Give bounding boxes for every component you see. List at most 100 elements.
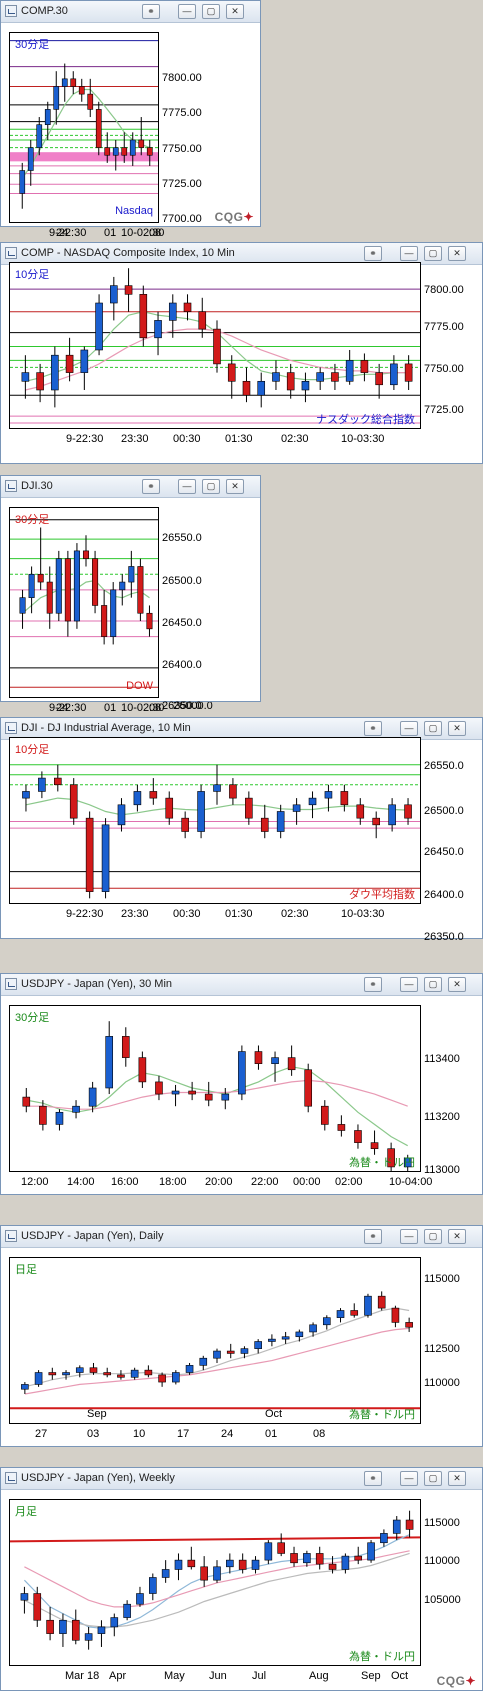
window-titlebar[interactable]: USDJPY - Japan (Yen), 30 Min ⚭ — ▢ ✕ — [1, 974, 482, 996]
y-tick-label: 26550.0 — [162, 532, 202, 544]
minimize-button[interactable]: — — [178, 479, 196, 494]
candle-up — [44, 109, 51, 125]
candle-down — [149, 791, 158, 799]
x-tick-label: Sep — [361, 1670, 381, 1682]
candle-down — [124, 285, 133, 295]
maximize-button[interactable]: ▢ — [424, 1471, 442, 1486]
period-label: 30分足 — [15, 39, 50, 51]
window-titlebar[interactable]: COMP.30 ⚭ — ▢ ✕ — [1, 1, 260, 23]
candle-up — [38, 777, 46, 792]
candle-up — [221, 1093, 230, 1101]
candle-down — [121, 1036, 130, 1058]
link-icon[interactable]: ⚭ — [364, 246, 382, 261]
candle-down — [37, 573, 44, 583]
window-title: DJI - DJ Industrial Average, 10 Min — [21, 722, 191, 734]
moving-average-line — [22, 579, 150, 614]
close-button[interactable]: ✕ — [448, 1471, 466, 1486]
x-tick-label: 00:00 — [293, 1176, 321, 1188]
candlestick-chart — [10, 1291, 420, 1410]
close-button[interactable]: ✕ — [226, 4, 244, 19]
plot-area[interactable] — [9, 507, 159, 698]
maximize-button[interactable]: ▢ — [424, 721, 442, 736]
window-titlebar[interactable]: DJI - DJ Industrial Average, 10 Min ⚭ — ▢ ✕ — [1, 718, 482, 740]
y-tick-label: 110000 — [424, 1555, 460, 1567]
candle-up — [133, 791, 142, 806]
candle-up — [276, 811, 285, 832]
y-tick-label: 7800.00 — [424, 284, 464, 296]
y-tick-label: 26350.0 — [162, 700, 202, 712]
minimize-button[interactable]: — — [178, 4, 196, 19]
minimize-button[interactable]: — — [400, 721, 418, 736]
x-tick-label: 00:30 — [173, 908, 201, 920]
minimize-button[interactable]: — — [400, 977, 418, 992]
candle-up — [136, 1593, 144, 1605]
link-icon[interactable]: ⚭ — [142, 479, 160, 494]
maximize-button[interactable]: ▢ — [424, 977, 442, 992]
candle-up — [21, 372, 30, 382]
candle-up — [130, 1369, 139, 1378]
moving-average-line — [21, 88, 151, 179]
link-icon[interactable]: ⚭ — [142, 4, 160, 19]
link-icon[interactable]: ⚭ — [364, 1471, 382, 1486]
window-titlebar[interactable]: USDJPY - Japan (Yen), Weekly ⚭ — ▢ ✕ — [1, 1468, 482, 1490]
plot-area[interactable] — [9, 1257, 421, 1424]
close-button[interactable]: ✕ — [226, 479, 244, 494]
candle-down — [213, 328, 221, 365]
candle-down — [138, 139, 145, 148]
window-titlebar[interactable]: DJI.30 ⚭ — ▢ ✕ — [1, 476, 260, 498]
plot-area[interactable] — [9, 1499, 421, 1666]
close-button[interactable]: ✕ — [448, 246, 466, 261]
candle-down — [71, 1619, 80, 1641]
x-tick-label: 9-22:30 — [66, 433, 104, 445]
link-icon[interactable]: ⚭ — [364, 977, 382, 992]
candle-down — [33, 1593, 42, 1621]
close-button[interactable]: ✕ — [448, 1229, 466, 1244]
minimize-button[interactable]: — — [400, 1229, 418, 1244]
maximize-button[interactable]: ▢ — [424, 246, 442, 261]
candle-up — [95, 302, 103, 351]
close-button[interactable]: ✕ — [448, 721, 466, 736]
candle-up — [161, 1569, 170, 1578]
x-tick-label: 01:30 — [225, 433, 253, 445]
plot-area[interactable] — [9, 262, 421, 429]
y-tick-label: 112500 — [424, 1343, 460, 1355]
plot-area[interactable] — [9, 737, 421, 904]
x-tick-label: 24 — [56, 227, 69, 239]
y-tick-label: 26450.0 — [162, 617, 202, 629]
y-tick-label: 113400 — [424, 1053, 460, 1065]
candle-up — [110, 285, 118, 304]
link-icon[interactable]: ⚭ — [364, 721, 382, 736]
maximize-button[interactable]: ▢ — [202, 4, 220, 19]
link-icon[interactable]: ⚭ — [364, 1229, 382, 1244]
plot-area[interactable] — [9, 32, 159, 223]
window-titlebar[interactable]: USDJPY - Japan (Yen), Daily ⚭ — ▢ ✕ — [1, 1226, 482, 1248]
minimize-button[interactable]: — — [400, 1471, 418, 1486]
candle-down — [315, 1553, 324, 1565]
window-title: USDJPY - Japan (Yen), 30 Min — [21, 978, 173, 990]
candle-up — [281, 1336, 290, 1340]
x-tick-label: Oct — [391, 1670, 409, 1682]
candle-up — [197, 791, 205, 832]
chart-window-4: DJI.30 ⚭ — ▢ ✕ 30分足 DOW 26550.0 26500.0 26450.0 26… — [0, 475, 261, 714]
plot-area[interactable] — [9, 1005, 421, 1172]
x-tick-label: Jul — [252, 1670, 267, 1682]
candle-up — [22, 791, 30, 799]
y-tick-label: 7775.00 — [162, 107, 202, 119]
chart-app-icon — [5, 5, 17, 17]
x-tick-label: 08 — [313, 1428, 326, 1440]
candle-down — [101, 605, 108, 637]
candle-up — [364, 1295, 372, 1316]
minimize-button[interactable]: — — [400, 246, 418, 261]
window-titlebar[interactable]: COMP - NASDAQ Composite Index, 10 Min ⚭ — ▢… — [1, 243, 482, 265]
candle-down — [65, 354, 74, 373]
x-month-label: Oct — [265, 1408, 283, 1420]
candle-down — [377, 1295, 386, 1309]
maximize-button[interactable]: ▢ — [202, 479, 220, 494]
candle-up — [20, 1593, 29, 1601]
candle-down — [198, 311, 207, 330]
x-tick-label: Jun — [209, 1670, 227, 1682]
candle-up — [55, 1111, 64, 1125]
close-button[interactable]: ✕ — [448, 977, 466, 992]
window-title: DJI.30 — [21, 480, 53, 492]
maximize-button[interactable]: ▢ — [424, 1229, 442, 1244]
